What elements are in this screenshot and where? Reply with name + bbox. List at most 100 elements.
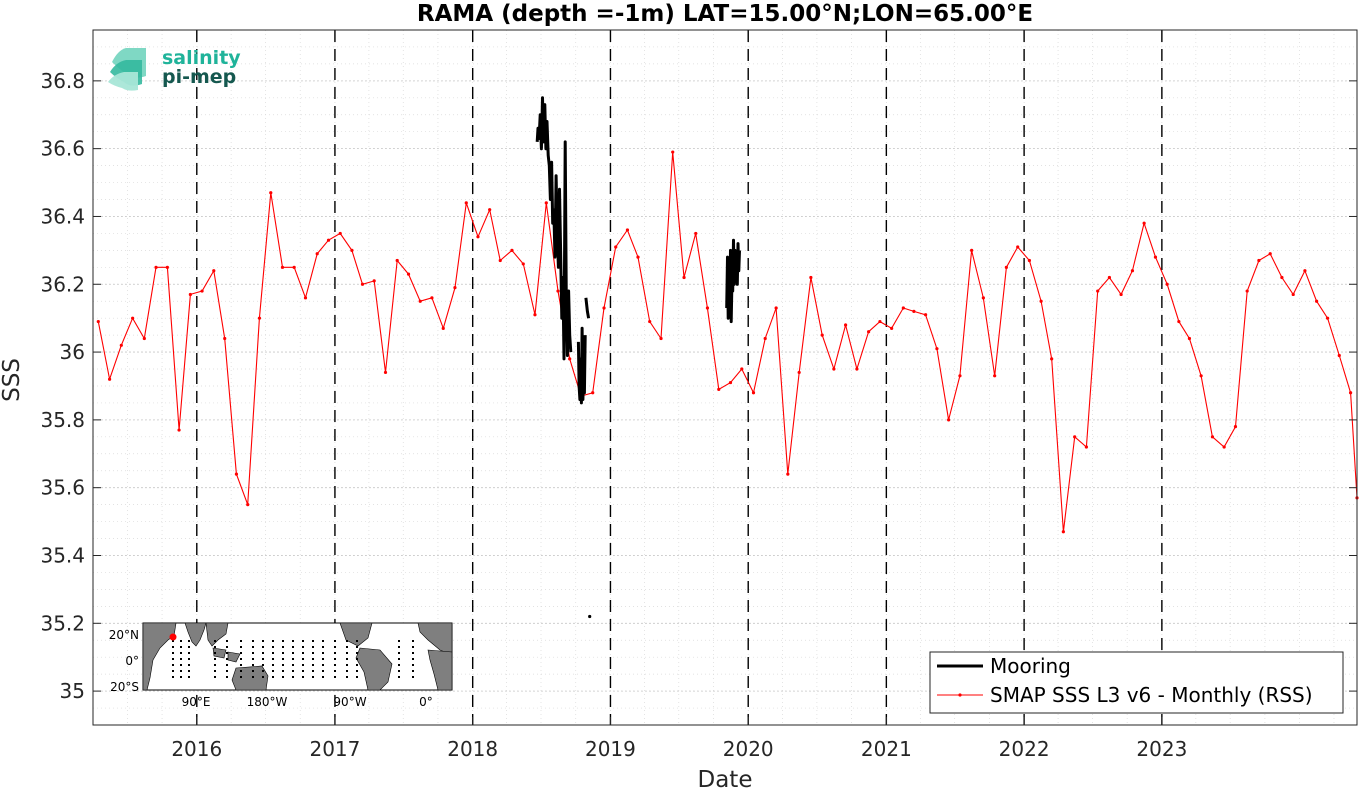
smap-data-point	[1199, 374, 1203, 378]
inset-buoy-dot	[272, 640, 274, 642]
inset-buoy-dot	[356, 664, 358, 666]
inset-buoy-dot	[172, 646, 174, 648]
smap-data-point	[464, 201, 468, 205]
smap-data-point	[418, 299, 422, 303]
inset-buoy-dot	[214, 646, 216, 648]
smap-data-point	[636, 255, 640, 259]
inset-buoy-dot	[356, 646, 358, 648]
smap-data-point	[131, 316, 135, 320]
inset-lon-label-4: 0°	[419, 695, 433, 709]
inset-buoy-dot	[226, 670, 228, 672]
smap-data-point	[1315, 299, 1319, 303]
inset-buoy-dot	[214, 640, 216, 642]
smap-data-point	[659, 336, 663, 341]
smap-data-point	[223, 336, 227, 341]
inset-buoy-dot	[282, 640, 284, 642]
smap-data-point	[820, 333, 824, 337]
smap-data-point	[1348, 391, 1353, 395]
inset-buoy-dot	[356, 640, 358, 642]
x-tick-label: 2023	[1136, 737, 1187, 761]
smap-data-point	[441, 326, 445, 330]
smap-data-point	[315, 252, 319, 256]
inset-buoy-dot	[272, 664, 274, 666]
inset-buoy-dot	[262, 676, 264, 678]
smap-data-point	[154, 265, 158, 269]
smap-data-point	[671, 150, 675, 154]
inset-buoy-dot	[282, 658, 284, 660]
smap-data-point	[797, 370, 801, 375]
inset-buoy-dot	[292, 670, 294, 672]
smap-data-point	[717, 387, 721, 391]
inset-buoy-dot	[180, 658, 182, 660]
y-tick-label: 35.8	[40, 408, 85, 432]
smap-data-point	[1257, 258, 1261, 263]
inset-buoy-dot	[312, 640, 314, 642]
inset-buoy-dot	[292, 652, 294, 654]
smap-data-point	[981, 296, 985, 300]
inset-buoy-dot	[252, 658, 254, 660]
smap-data-point	[763, 336, 767, 341]
y-tick-label: 36	[60, 340, 85, 364]
inset-buoy-dot	[302, 658, 304, 660]
smap-data-point	[533, 313, 537, 317]
smap-data-point	[257, 316, 262, 320]
logo-line1: salinity	[162, 47, 241, 69]
smap-data-point	[234, 472, 239, 476]
smap-data-point	[498, 258, 502, 263]
inset-buoy-dot	[180, 670, 182, 672]
inset-buoy-dot	[214, 670, 216, 672]
logo-waves-icon	[108, 48, 146, 91]
smap-data-point	[855, 367, 859, 371]
inset-buoy-dot	[334, 676, 336, 678]
smap-data-point	[521, 262, 525, 266]
inset-buoy-dot	[346, 652, 348, 654]
inset-buoy-dot	[240, 652, 242, 654]
inset-map: 20°N 0° 20°S 90°E 180°W 90°W 0°	[109, 622, 453, 709]
smap-data-point	[395, 258, 399, 263]
mooring-series-line	[725, 238, 741, 324]
inset-buoy-dot	[272, 676, 274, 678]
inset-buoy-dot	[334, 646, 336, 648]
smap-data-point	[591, 391, 595, 395]
inset-buoy-dot	[302, 676, 304, 678]
inset-buoy-dot	[252, 640, 254, 642]
inset-buoy-dot	[272, 658, 274, 660]
inset-buoy-dot	[226, 676, 228, 678]
smap-data-point	[901, 306, 905, 310]
inset-buoy-dot	[398, 652, 400, 654]
smap-data-point	[1165, 282, 1169, 286]
smap-data-point	[614, 245, 618, 249]
inset-buoy-dot	[188, 640, 190, 642]
logo-line2: pi-mep	[162, 66, 236, 88]
x-axis-label: Date	[698, 767, 753, 790]
smap-data-point	[890, 326, 894, 330]
inset-lon-label-1: 90°E	[182, 695, 211, 709]
y-tick-label: 36.4	[40, 204, 85, 228]
smap-data-point	[912, 309, 916, 313]
inset-lat-label-1: 20°N	[109, 628, 139, 642]
inset-buoy-dot	[412, 664, 414, 666]
inset-buoy-dot	[214, 652, 216, 654]
smap-data-point	[360, 282, 365, 286]
x-tick-label: 2022	[999, 737, 1050, 761]
smap-data-point	[935, 347, 939, 351]
smap-data-point	[453, 286, 457, 290]
smap-data-point	[1210, 435, 1215, 439]
smap-data-point	[1073, 435, 1077, 439]
inset-buoy-dot	[412, 652, 414, 654]
smap-data-point	[1016, 245, 1020, 249]
inset-buoy-dot	[188, 652, 190, 654]
inset-buoy-dot	[398, 670, 400, 672]
inset-buoy-dot	[312, 676, 314, 678]
smap-data-point	[1084, 445, 1088, 449]
inset-buoy-dot	[356, 670, 358, 672]
inset-buoy-dot	[356, 652, 358, 654]
smap-data-point	[372, 279, 376, 283]
smap-data-point	[510, 248, 514, 252]
mooring-data-point	[588, 614, 592, 619]
smap-data-point	[1119, 292, 1123, 297]
smap-data-point	[303, 296, 308, 300]
inset-buoy-dot	[252, 646, 254, 648]
inset-buoy-dot	[312, 664, 314, 666]
smap-data-point	[1107, 275, 1112, 280]
